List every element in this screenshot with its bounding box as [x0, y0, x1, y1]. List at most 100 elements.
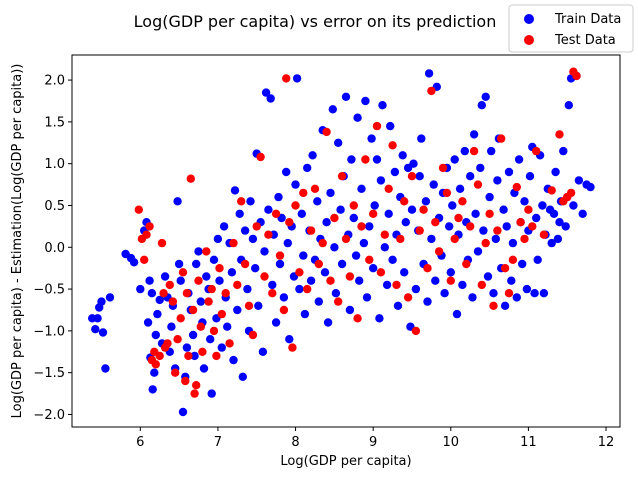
train-data-point: [448, 201, 457, 210]
train-data-point: [148, 385, 157, 394]
x-tick-label: 6: [136, 435, 144, 450]
train-data-point: [190, 351, 199, 361]
y-tick-label: −1.5: [33, 366, 65, 381]
test-data-point: [419, 205, 428, 214]
test-data-point: [145, 222, 154, 231]
test-data-point: [559, 197, 568, 206]
train-data-point: [209, 255, 219, 264]
train-data-point: [227, 268, 237, 277]
test-data-point: [431, 218, 440, 227]
test-data-point: [504, 289, 514, 298]
test-data-point: [438, 163, 448, 173]
train-data-point: [314, 297, 323, 306]
test-data-point: [427, 86, 436, 96]
train-data-point: [271, 318, 281, 327]
test-data-point: [403, 293, 413, 302]
test-data-point: [415, 226, 424, 235]
test-data-point: [256, 152, 265, 162]
y-axis-label: Log(GDP per capita) - Estimation(Log(GDP…: [10, 64, 25, 419]
train-data-point: [479, 226, 488, 235]
train-data-point: [219, 222, 229, 231]
train-data-point: [471, 209, 480, 218]
train-data-point: [353, 113, 362, 122]
train-data-point: [341, 92, 351, 102]
y-axis-ticks: −2.0 −1.5 −1.0 −0.5 0.0 0.5 1.0 1.5 2.0: [33, 74, 72, 423]
train-data-point: [409, 159, 418, 168]
train-data-point: [489, 289, 498, 298]
train-data-point: [525, 172, 535, 181]
test-data-point: [291, 201, 300, 210]
train-data-point: [217, 343, 226, 352]
train-data-point: [578, 209, 587, 218]
y-tick-label: −0.5: [33, 283, 65, 298]
train-data-point: [178, 407, 188, 417]
y-tick-label: 2.0: [44, 74, 65, 89]
y-tick-label: 1.0: [44, 157, 65, 172]
legend-box: [508, 4, 634, 53]
legend-label-train: Train Data: [554, 12, 621, 27]
train-data-point: [176, 276, 185, 285]
train-data-point: [440, 289, 449, 298]
train-data-point: [487, 146, 496, 156]
test-data-point: [450, 234, 459, 244]
train-data-point: [514, 155, 524, 164]
train-data-point: [292, 74, 302, 83]
test-data-point: [134, 205, 143, 214]
test-data-point: [252, 222, 261, 231]
train-data-point: [507, 276, 516, 285]
train-data-point: [328, 105, 337, 114]
test-data-point: [221, 289, 230, 298]
train-data-point: [330, 243, 339, 252]
train-data-point: [452, 309, 462, 319]
test-data-point: [285, 218, 294, 227]
train-data-point: [145, 276, 154, 285]
legend-marker-train: [524, 14, 534, 24]
test-data-point: [466, 222, 475, 231]
test-data-point: [572, 71, 581, 81]
test-data-point: [326, 276, 335, 285]
train-data-point: [423, 297, 432, 306]
test-data-point: [140, 255, 149, 264]
test-data-point: [376, 268, 386, 277]
test-data-point: [469, 146, 479, 156]
train-data-point: [248, 234, 258, 244]
train-data-point: [345, 305, 355, 315]
train-data-point: [370, 201, 379, 210]
train-data-point: [215, 276, 224, 285]
test-data-point: [207, 284, 216, 294]
test-data-point: [493, 226, 502, 235]
train-data-point: [129, 258, 139, 267]
plot-frame: [71, 54, 621, 428]
train-data-point: [268, 280, 277, 290]
train-data-point: [398, 151, 407, 160]
train-data-point: [485, 192, 494, 202]
test-data-point: [458, 197, 467, 206]
test-data-point: [322, 127, 331, 137]
train-data-point: [143, 318, 153, 327]
x-axis-label: Log(GDP per capita): [280, 454, 411, 469]
train-data-point: [483, 272, 493, 281]
y-tick-label: −1.0: [33, 324, 65, 339]
train-data-point: [207, 389, 216, 398]
test-data-point: [345, 272, 355, 281]
train-data-point: [378, 101, 387, 110]
legend-label-test: Test Data: [554, 33, 616, 48]
train-data-point: [196, 297, 205, 306]
train-data-point: [500, 301, 510, 310]
train-data-point: [460, 146, 469, 156]
train-data-point: [367, 134, 376, 143]
train-data-point: [564, 101, 573, 110]
train-data-point: [261, 88, 271, 97]
test-data-point: [306, 226, 316, 235]
test-data-point: [396, 234, 405, 244]
train-data-point: [202, 272, 211, 281]
train-data-point: [285, 335, 294, 344]
x-tick-label: 11: [520, 435, 537, 450]
test-data-point: [341, 234, 351, 244]
train-data-point: [266, 94, 275, 103]
train-data-point: [466, 172, 475, 181]
test-data-point: [268, 289, 277, 298]
train-data-point: [393, 301, 403, 310]
train-data-point: [458, 280, 467, 290]
train-data-point: [415, 172, 424, 181]
